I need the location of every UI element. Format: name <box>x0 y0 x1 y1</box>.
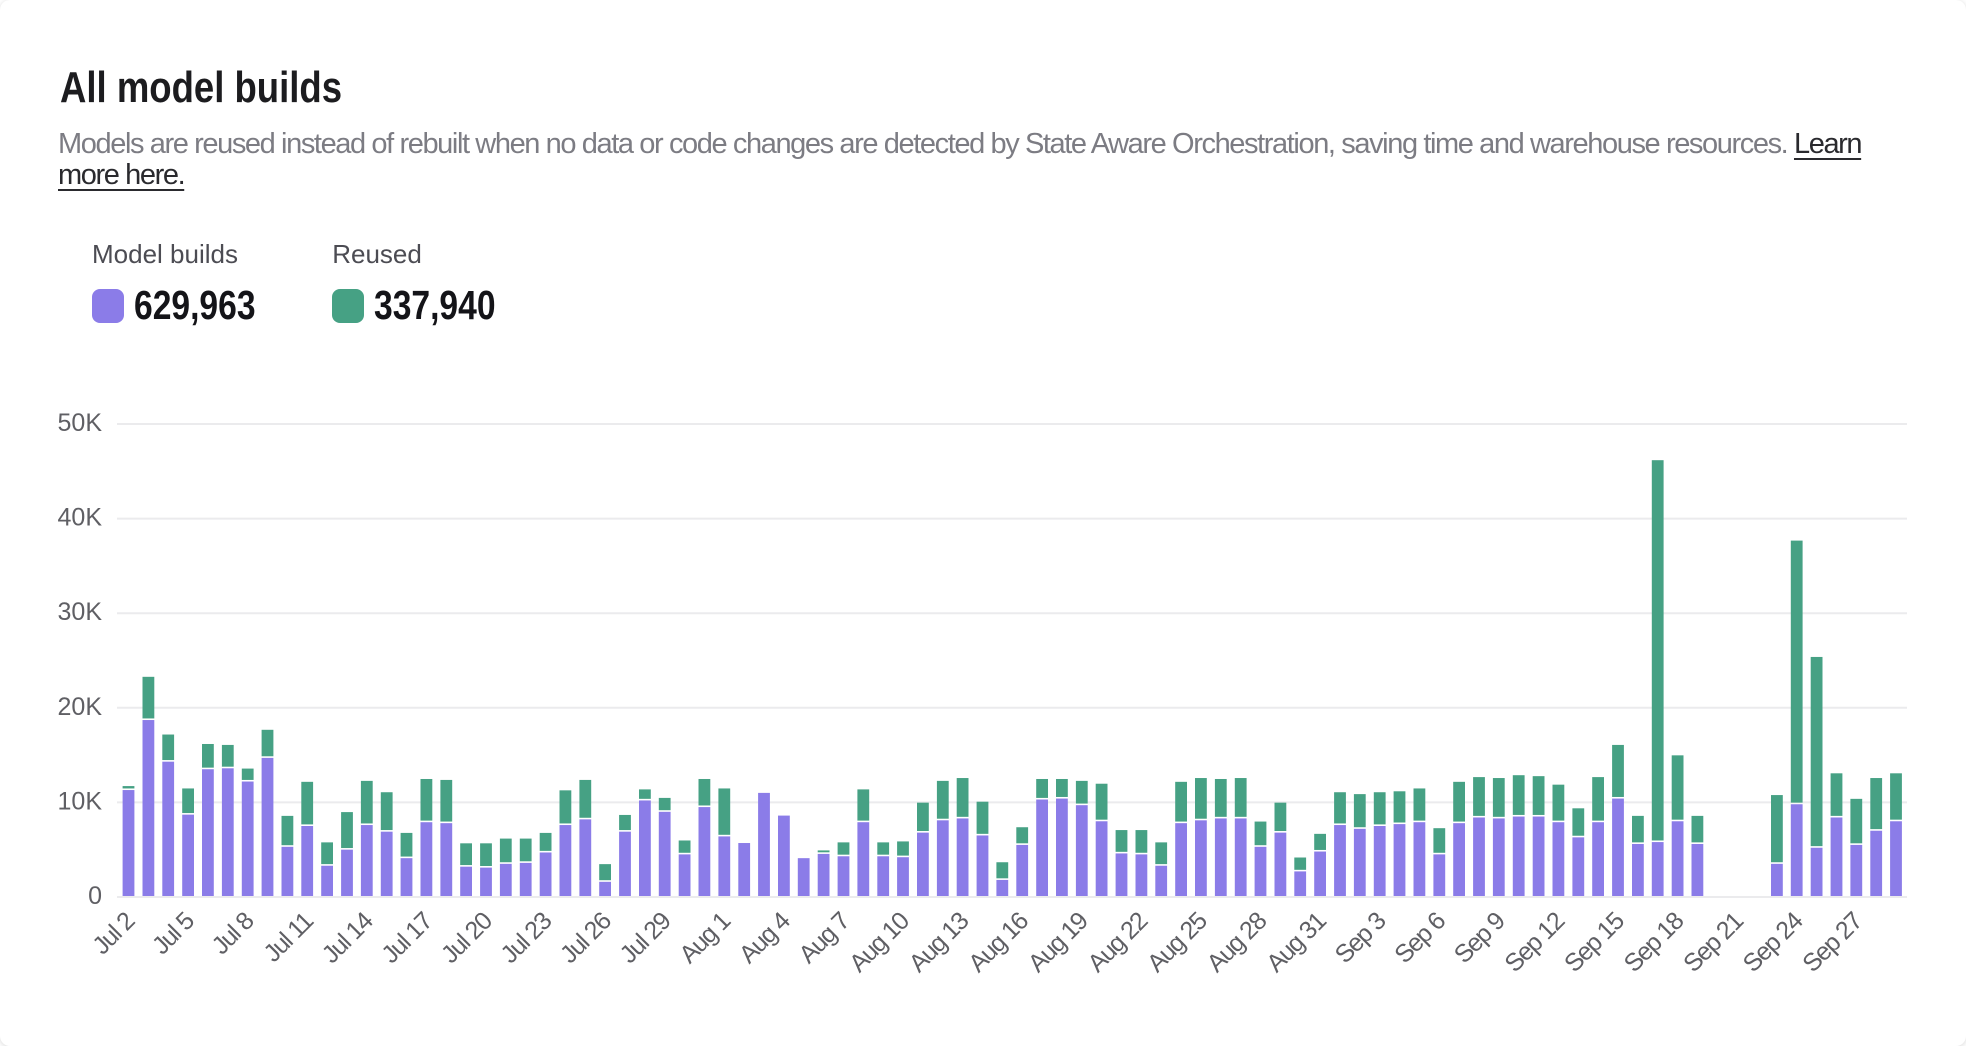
svg-text:Sep 18: Sep 18 <box>1619 907 1690 978</box>
svg-text:Jul 20: Jul 20 <box>436 907 498 969</box>
svg-text:Aug 31: Aug 31 <box>1261 907 1332 978</box>
svg-text:Jul 8: Jul 8 <box>206 907 259 960</box>
svg-text:Aug 19: Aug 19 <box>1023 907 1094 978</box>
svg-text:Sep 21: Sep 21 <box>1678 907 1749 978</box>
svg-text:40K: 40K <box>58 504 103 532</box>
svg-text:20K: 20K <box>58 693 103 721</box>
svg-text:Jul 23: Jul 23 <box>495 907 557 969</box>
svg-text:Jul 5: Jul 5 <box>147 907 200 960</box>
svg-text:30K: 30K <box>58 598 103 626</box>
svg-text:Sep 24: Sep 24 <box>1738 906 1809 977</box>
svg-text:Jul 14: Jul 14 <box>317 906 379 968</box>
svg-text:Aug 1: Aug 1 <box>674 907 736 969</box>
svg-text:Jul 2: Jul 2 <box>87 907 140 960</box>
svg-text:Aug 22: Aug 22 <box>1082 907 1153 978</box>
svg-text:Aug 28: Aug 28 <box>1201 907 1272 978</box>
svg-text:Aug 13: Aug 13 <box>904 907 975 978</box>
svg-text:Aug 25: Aug 25 <box>1142 907 1213 978</box>
svg-text:Jul 11: Jul 11 <box>258 907 318 967</box>
svg-text:Jul 29: Jul 29 <box>614 907 676 969</box>
svg-text:Sep 6: Sep 6 <box>1389 907 1451 969</box>
svg-text:Aug 16: Aug 16 <box>963 907 1034 978</box>
svg-text:10K: 10K <box>58 787 103 815</box>
svg-text:Aug 10: Aug 10 <box>844 907 915 978</box>
svg-text:0: 0 <box>88 882 102 910</box>
svg-text:Jul 26: Jul 26 <box>555 907 617 969</box>
svg-text:Aug 4: Aug 4 <box>734 906 796 968</box>
svg-text:Sep 12: Sep 12 <box>1499 907 1570 978</box>
svg-text:Sep 15: Sep 15 <box>1559 907 1630 978</box>
svg-text:Sep 3: Sep 3 <box>1330 907 1392 969</box>
svg-text:Sep 27: Sep 27 <box>1797 907 1868 978</box>
svg-text:50K: 50K <box>58 409 103 437</box>
svg-text:Jul 17: Jul 17 <box>376 907 438 969</box>
